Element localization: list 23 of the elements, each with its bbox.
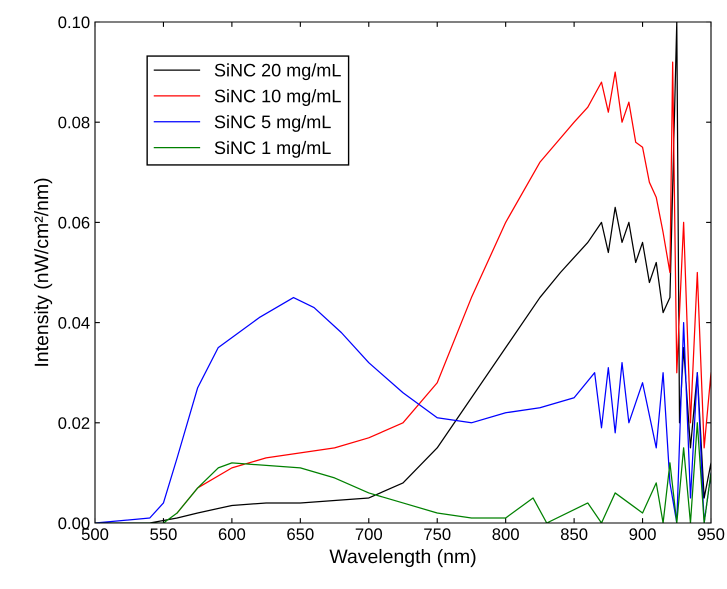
x-tick-label: 750 bbox=[424, 528, 450, 540]
y-tick-label: 0.08 bbox=[58, 116, 90, 128]
x-tick-label: 850 bbox=[560, 528, 588, 540]
y-tick-label: 0.02 bbox=[58, 417, 90, 430]
x-tick-label: 700 bbox=[356, 528, 382, 540]
legend-label: SiNC 5 mg/mL bbox=[214, 115, 331, 132]
y-tick-label: 0.04 bbox=[58, 317, 90, 329]
y-tick-label: 0.10 bbox=[58, 16, 90, 28]
x-tick-label: 800 bbox=[492, 528, 519, 540]
x-tick-label: 600 bbox=[218, 528, 246, 540]
x-axis-title: Wavelength (nm) bbox=[329, 548, 476, 568]
legend-label: SiNC 20 mg/mL bbox=[214, 63, 341, 80]
line-series bbox=[176, 61, 711, 514]
x-tick-label: 950 bbox=[698, 528, 724, 540]
y-tick-label: 0.00 bbox=[58, 517, 90, 530]
x-tick-label: 500 bbox=[82, 528, 108, 540]
legend-label: SiNC 1 mg/mL bbox=[214, 140, 331, 158]
y-axis-title: Intensity (nW/cm²/nm) bbox=[34, 178, 52, 366]
legend-label: SiNC 10 mg/mL bbox=[214, 89, 341, 106]
x-tick-label: 550 bbox=[150, 528, 177, 540]
y-tick-label: 0.06 bbox=[58, 216, 90, 229]
x-tick-label: 650 bbox=[287, 528, 314, 540]
x-tick-label: 900 bbox=[629, 528, 656, 540]
